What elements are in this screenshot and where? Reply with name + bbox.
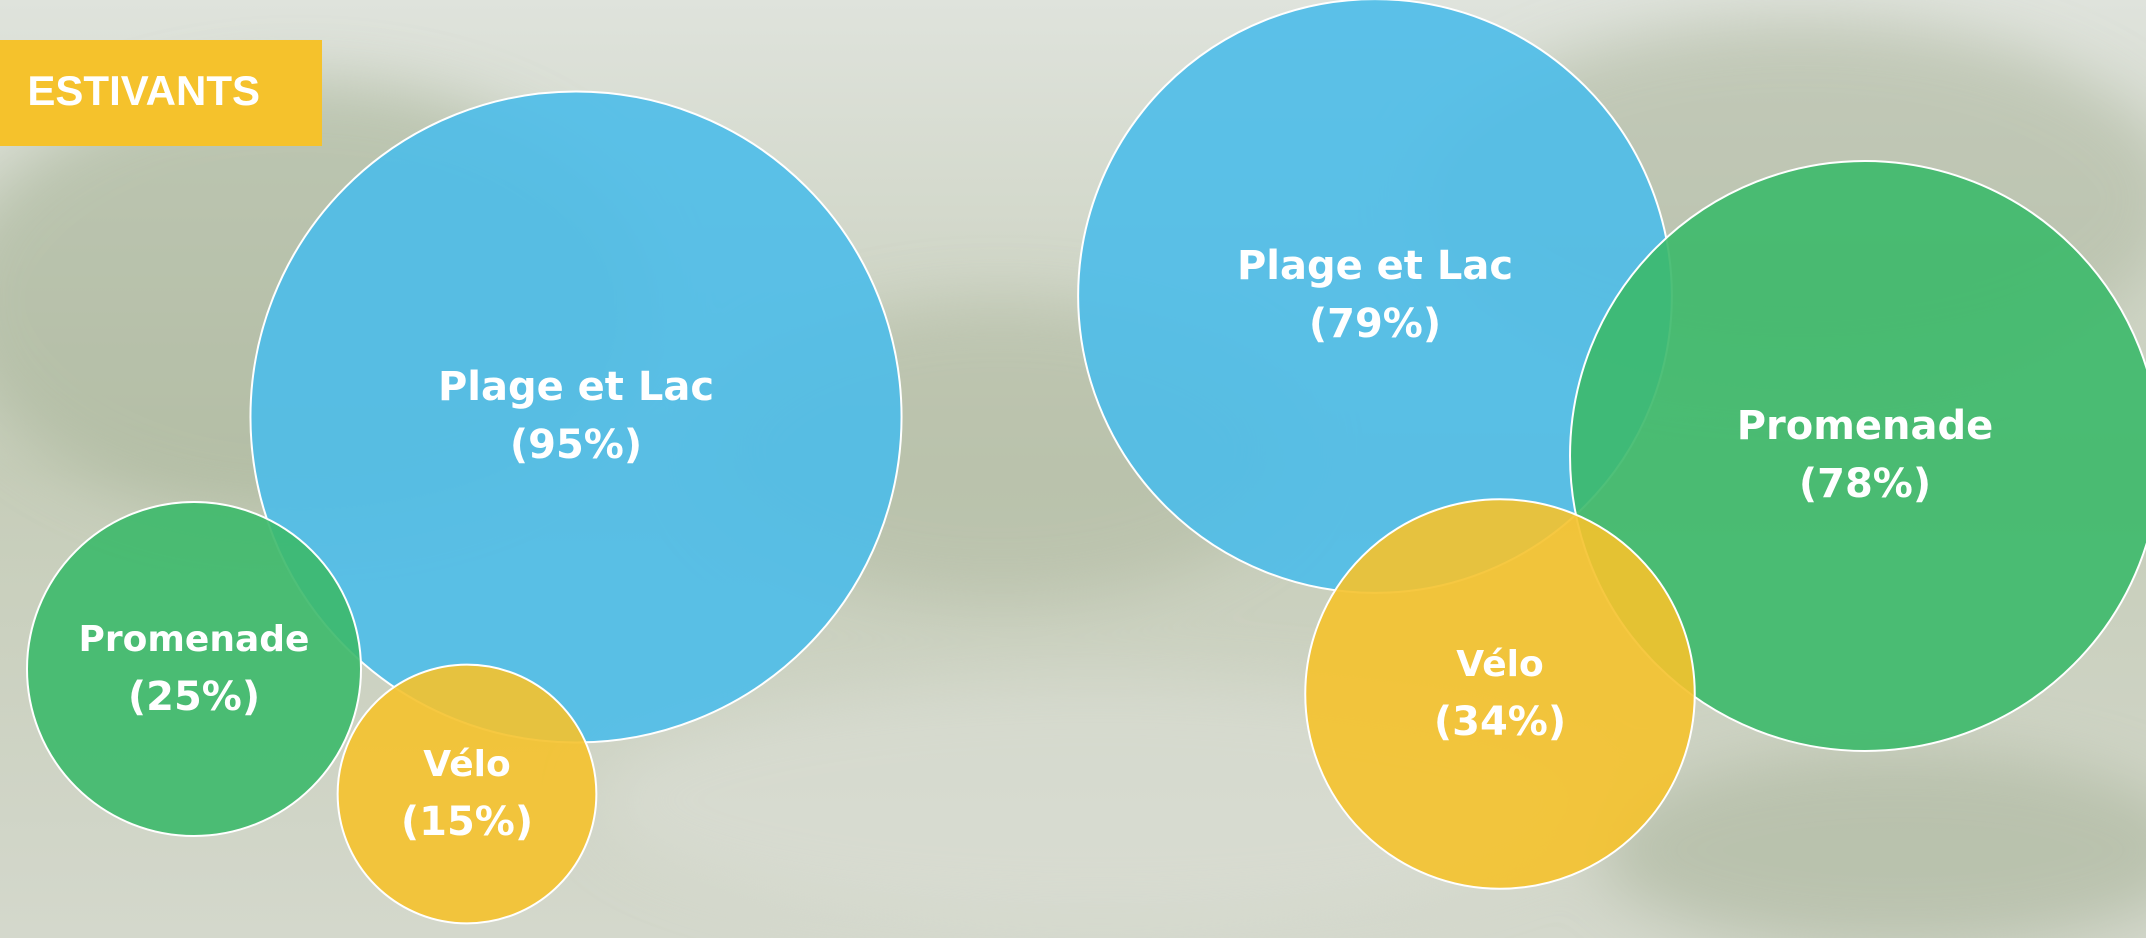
bubble-charts: Plage et Lac (95%) Promenade (25%) Vélo (15%)… (26, 0, 2146, 925)
bubble-value-label: (79%) (1309, 301, 1441, 347)
bubble-value-label: (78%) (1799, 461, 1931, 507)
bubble-label: Promenade (79, 619, 310, 660)
bubble (1569, 160, 2146, 752)
bubble-label: Plage et Lac (1237, 243, 1513, 289)
bubble-label: Vélo (423, 744, 510, 785)
bubble-value-label: (95%) (510, 422, 642, 468)
bubble-label: Plage et Lac (438, 364, 714, 410)
title: ESTIVANTS (27, 67, 260, 114)
bubble-label: Promenade (1737, 403, 1994, 449)
bubble-value-label: (25%) (128, 674, 260, 720)
bubble-value-label: (15%) (401, 799, 533, 845)
bubble (336, 663, 598, 925)
bubble-label: Vélo (1456, 644, 1543, 685)
title-banner (0, 40, 322, 146)
bubble (1304, 498, 1696, 890)
bubble (26, 501, 362, 837)
bubble-value-label: (34%) (1434, 699, 1566, 745)
